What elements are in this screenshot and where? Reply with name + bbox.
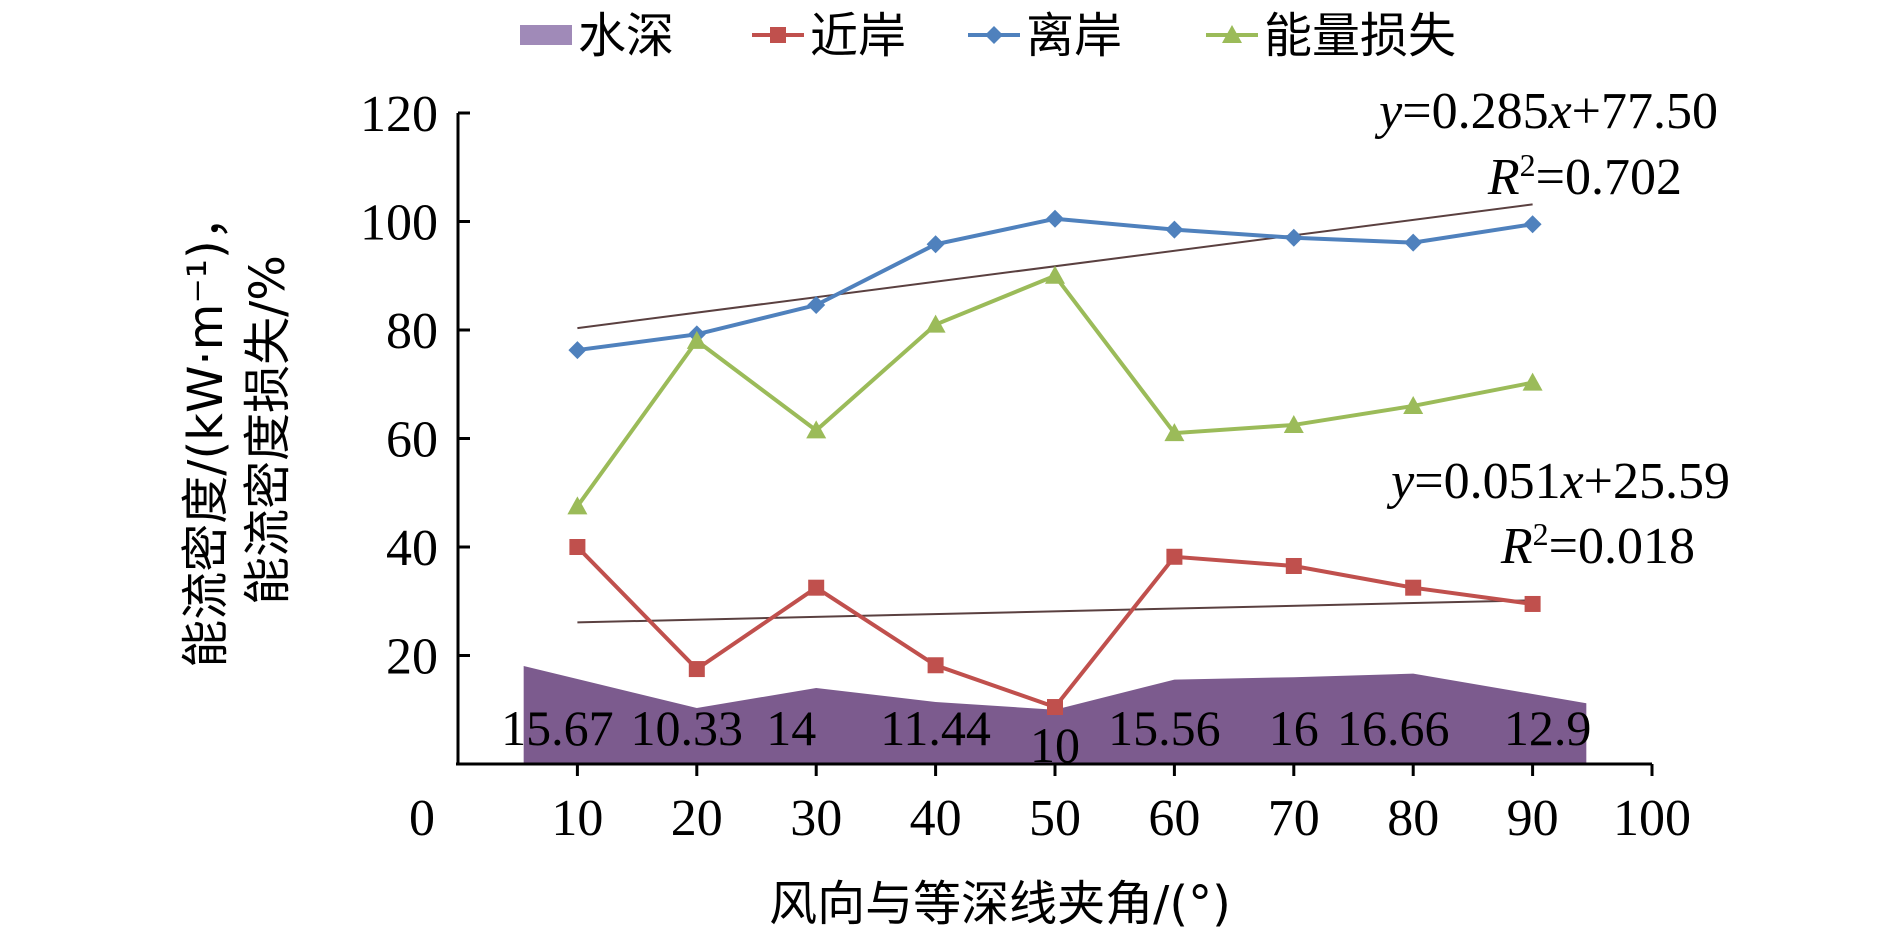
legend-label: 水深: [578, 8, 674, 64]
trendline: [577, 599, 1533, 624]
series-point: [568, 341, 587, 360]
depth-label: 11.44: [880, 700, 991, 756]
x-axis-title: 风向与等深线夹角/(°): [769, 876, 1231, 932]
y-tick-label: 40: [386, 520, 438, 577]
series-point: [1166, 548, 1183, 565]
series-point: [1285, 557, 1302, 574]
series-point: [1404, 233, 1423, 252]
depth-label: 16.66: [1337, 700, 1450, 756]
series-point: [1523, 215, 1542, 234]
x-tick-label: 30: [790, 790, 842, 847]
x-tick-label: 100: [1613, 790, 1691, 847]
series-point: [927, 657, 944, 674]
legend-marker: [1222, 25, 1242, 43]
series-point: [688, 661, 705, 678]
series-point: [1284, 228, 1303, 247]
x-tick-label: 90: [1507, 790, 1559, 847]
series-point: [1405, 579, 1422, 596]
x-tick-label: 20: [671, 790, 723, 847]
depth-label: 15.67: [501, 700, 614, 756]
series-line: [577, 216, 1533, 353]
series-point: [926, 235, 945, 254]
series-point: [686, 330, 707, 349]
depth-label: 12.9: [1504, 700, 1592, 756]
series-point: [806, 420, 827, 439]
legend-marker: [985, 26, 1003, 44]
x-tick-label: 60: [1148, 790, 1200, 847]
trendline-equations: y=0.285x+77.50 R2=0.702 y=0.051x+25.59 R2=0…: [1374, 83, 1730, 575]
series-point: [925, 314, 946, 333]
legend-swatch: [520, 25, 572, 45]
series-point: [1045, 265, 1065, 284]
legend-label: 离岸: [1026, 8, 1122, 64]
x-tick-label: 50: [1029, 790, 1081, 847]
x-axis-ticks: 10 20 30 40 50 60 70 80 90 100: [551, 764, 1691, 847]
y-tick-label: 20: [386, 629, 438, 686]
trendline-equation: y=0.285x+77.50: [1374, 83, 1718, 140]
x-tick-label: 40: [910, 790, 962, 847]
y-tick-label: 60: [386, 412, 438, 469]
y-axis-ticks: 20 40 60 80 100 120 0: [360, 86, 470, 847]
x-tick-label: 10: [551, 790, 603, 847]
trendline-equation: y=0.051x+25.59: [1386, 453, 1730, 510]
series-point: [808, 579, 825, 596]
depth-label: 15.56: [1108, 700, 1221, 756]
depth-label: 16: [1269, 700, 1319, 756]
legend-marker: [770, 27, 786, 43]
series-layer: [567, 209, 1543, 716]
y-tick-label: 120: [360, 86, 438, 143]
series-point: [567, 496, 588, 515]
series-point: [1522, 372, 1543, 391]
x-tick-label: 70: [1268, 790, 1320, 847]
y-axis-title-line-2: 能流密度损失/%: [240, 255, 296, 605]
y-axis-title: 能流密度/(kW·m⁻¹)， 能流密度损失/%: [178, 192, 296, 667]
series-point: [1165, 220, 1184, 239]
trendline-r2: R2=0.702: [1487, 147, 1682, 206]
depth-label: 14: [766, 700, 816, 756]
series-point: [1403, 395, 1424, 414]
legend-label: 近岸: [810, 8, 906, 64]
series-point: [1524, 595, 1541, 612]
series-point: [807, 296, 826, 315]
x-tick-label: 0: [409, 790, 435, 847]
y-axis-title-line-1: 能流密度/(kW·m⁻¹)，: [178, 192, 234, 667]
legend: 水深 近岸 离岸 能量损失: [520, 8, 1456, 64]
series-point: [1046, 209, 1064, 228]
depth-label-layer: 15.67 10.33 14 11.44 10 15.56 16 16.66 12.9: [501, 700, 1591, 773]
series-point: [1164, 423, 1185, 442]
depth-label: 10.33: [631, 700, 744, 756]
series-point: [569, 539, 586, 555]
series-point: [1047, 699, 1063, 716]
x-tick-label: 80: [1387, 790, 1439, 847]
y-tick-label: 100: [360, 195, 438, 252]
y-tick-label: 80: [386, 303, 438, 360]
series-point: [1283, 414, 1304, 433]
trendline-r2: R2=0.018: [1500, 516, 1695, 575]
legend-label: 能量损失: [1264, 8, 1456, 64]
